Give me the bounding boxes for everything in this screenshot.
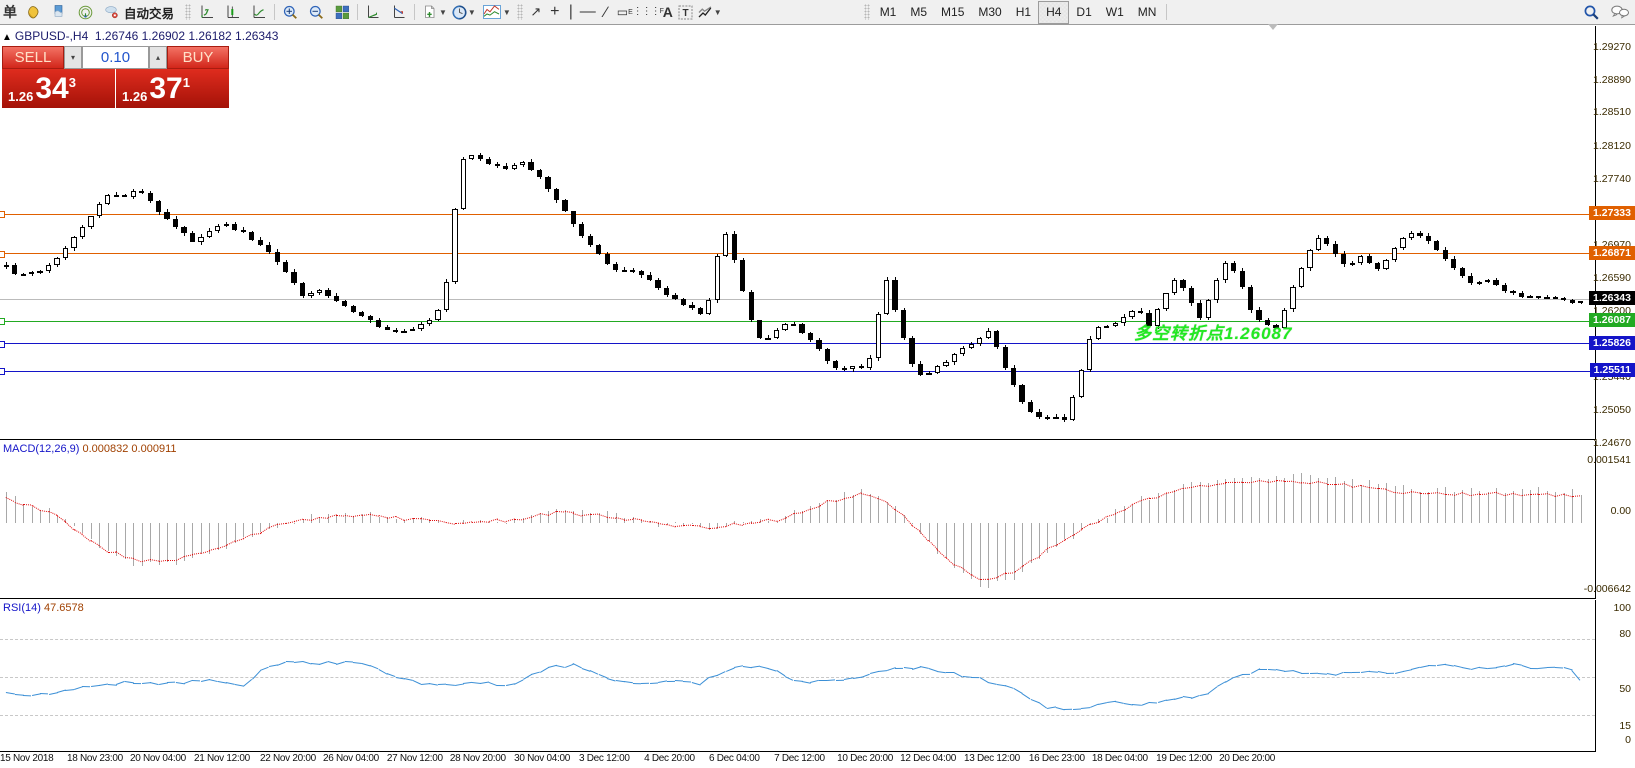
svg-text:T: T <box>683 8 689 19</box>
